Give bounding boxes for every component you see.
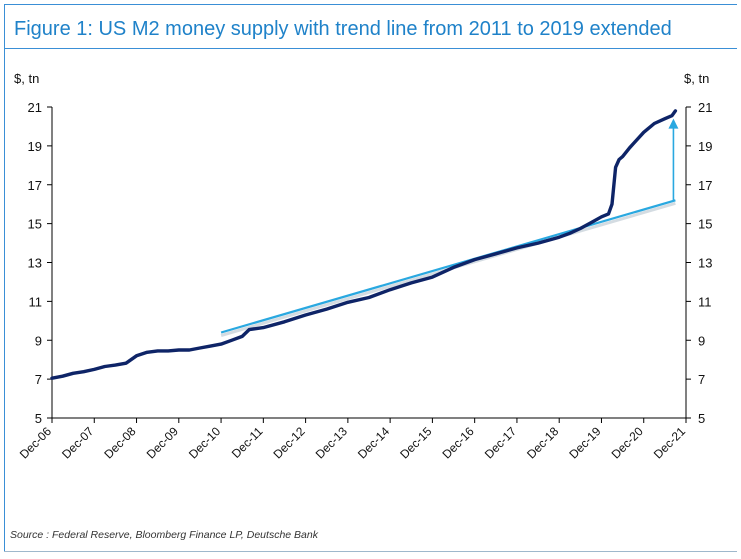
- y-tick-label-left: 5: [35, 411, 42, 426]
- y-tick-label-left: 9: [35, 333, 42, 348]
- x-tick-label: Dec-13: [313, 424, 350, 461]
- y-tick-label-left: 7: [35, 372, 42, 387]
- gap-arrow-head: [668, 118, 679, 129]
- y-tick-label-right: 9: [698, 333, 705, 348]
- x-tick-label: Dec-11: [229, 424, 266, 461]
- x-tick-label: Dec-17: [482, 424, 519, 461]
- x-tick-label: Dec-06: [17, 424, 54, 461]
- trend-line: [220, 199, 676, 334]
- x-tick-label: Dec-16: [440, 424, 477, 461]
- annotation-layer: [668, 118, 679, 201]
- frame-top-border: [4, 4, 737, 5]
- x-tick-label: Dec-21: [651, 424, 688, 461]
- y-tick-label-right: 11: [698, 294, 712, 309]
- y-tick-label-right: 21: [698, 100, 712, 115]
- x-tick-label: Dec-20: [609, 424, 646, 461]
- y-tick-label-right: 15: [698, 217, 712, 232]
- x-tick-label: Dec-07: [59, 424, 96, 461]
- y-tick-label-left: 17: [28, 178, 42, 193]
- x-tick-label: Dec-09: [144, 424, 181, 461]
- y-tick-label-left: 13: [28, 256, 42, 271]
- y-tick-label-right: 19: [698, 139, 712, 154]
- x-tick-label: Dec-14: [355, 424, 392, 461]
- left-axis-unit: $, tn: [14, 71, 39, 86]
- y-tick-label-left: 11: [29, 294, 43, 309]
- y-tick-label-right: 17: [698, 178, 712, 193]
- x-tick-label: Dec-15: [397, 424, 434, 461]
- y-tick-label-right: 5: [698, 411, 705, 426]
- y-tick-label-left: 21: [28, 100, 42, 115]
- x-tick-label: Dec-10: [186, 424, 223, 461]
- m2-line: [50, 109, 678, 380]
- frame-left-border: [4, 4, 5, 552]
- x-tick-label: Dec-19: [566, 424, 603, 461]
- title-divider: [4, 48, 737, 49]
- y-tick-label-left: 19: [28, 139, 42, 154]
- right-axis-unit: $, tn: [684, 71, 709, 86]
- source-note: Source : Federal Reserve, Bloomberg Fina…: [10, 529, 318, 541]
- y-tick-label-right: 13: [698, 256, 712, 271]
- y-tick-label-right: 7: [698, 372, 705, 387]
- trend-line-layer: [220, 199, 676, 337]
- x-tick-label: Dec-12: [270, 424, 307, 461]
- m2-line-layer: [50, 109, 678, 380]
- x-tick-label: Dec-18: [524, 424, 561, 461]
- m2-line-chart: $, tn $, tn 5 5 7 7 9 9 11 11 13 13 15 15 17 17 19 19 21…: [14, 71, 713, 461]
- x-tick-label: Dec-08: [101, 424, 138, 461]
- figure-title: Figure 1: US M2 money supply with trend …: [14, 18, 672, 40]
- y-tick-label-left: 15: [28, 217, 42, 232]
- frame-bottom-border: [4, 551, 737, 552]
